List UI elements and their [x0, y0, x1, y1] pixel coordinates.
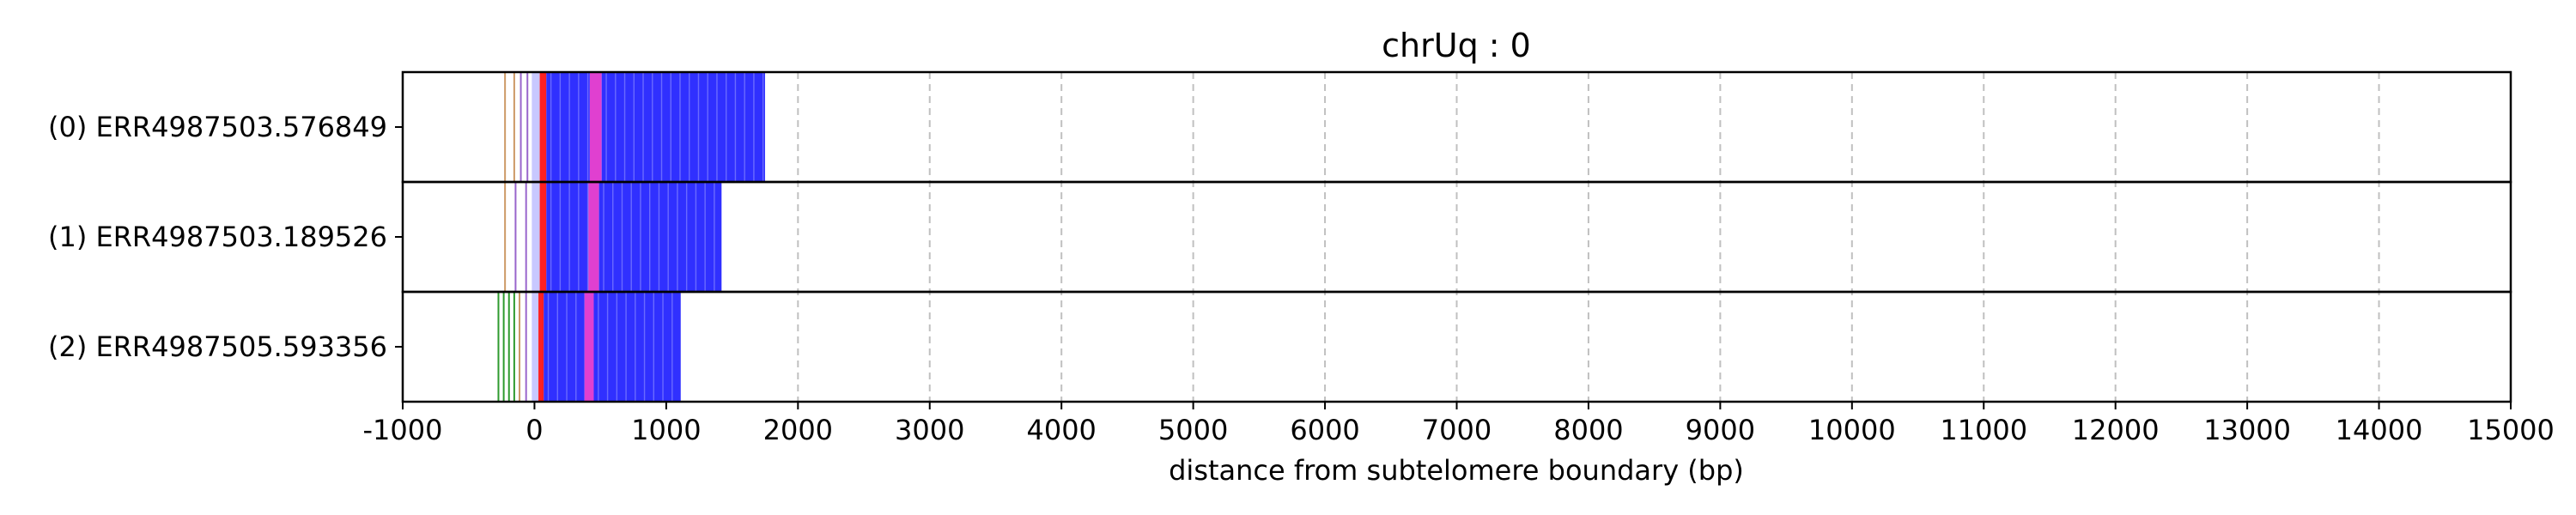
read-segment	[589, 72, 602, 182]
read-segment	[532, 72, 540, 182]
read-segment	[593, 292, 681, 402]
read-segment	[502, 292, 505, 402]
x-tick-label: 12000	[2072, 414, 2160, 446]
bars	[497, 72, 765, 402]
read-segment	[525, 182, 527, 292]
x-tick-label: 9000	[1686, 414, 1755, 446]
read-segment	[546, 72, 590, 182]
read-segment	[601, 72, 765, 182]
x-tick-label: 11000	[1940, 414, 2027, 446]
x-tick-label: 6000	[1290, 414, 1359, 446]
read-segment	[519, 72, 522, 182]
x-tick-label: 8000	[1553, 414, 1623, 446]
x-tick-label: 3000	[895, 414, 964, 446]
read-segment	[539, 72, 547, 182]
grid-lines	[533, 72, 2380, 402]
x-axis-label: distance from subtelomere boundary (bp)	[1169, 454, 1744, 487]
read-segment	[504, 182, 507, 292]
read-segment	[504, 72, 507, 182]
read-segment	[525, 292, 527, 402]
read-segment	[507, 292, 510, 402]
read-segment	[584, 292, 594, 402]
x-tick-label: 14000	[2336, 414, 2423, 446]
read-segment	[526, 72, 529, 182]
read-segment	[497, 292, 500, 402]
read-segment	[598, 182, 722, 292]
x-tick-label: 7000	[1422, 414, 1492, 446]
read-segment	[588, 182, 599, 292]
read-segment	[546, 182, 589, 292]
read-segment	[513, 72, 515, 182]
x-tick-label: 5000	[1158, 414, 1228, 446]
read-segment	[538, 292, 544, 402]
row-labels: (0) ERR4987503.576849 (1) ERR4987503.1895…	[48, 111, 403, 363]
x-tick-label: -1000	[363, 414, 443, 446]
x-tick-label: 4000	[1026, 414, 1096, 446]
chart-title: chrUq : 0	[1382, 27, 1531, 64]
x-tick-label: 2000	[763, 414, 833, 446]
read-segment	[544, 292, 585, 402]
x-tick-label: 0	[526, 414, 543, 446]
read-segment	[514, 182, 517, 292]
row-label: (1) ERR4987503.189526	[48, 221, 387, 253]
row-label: (2) ERR4987505.593356	[48, 330, 387, 363]
x-tick-label: 1000	[631, 414, 701, 446]
x-ticks: -1000 0 1000 2000 3000 4000 5000 6000 7000 8000 90…	[363, 402, 2555, 446]
x-tick-label: 10000	[1808, 414, 1896, 446]
read-segment	[513, 292, 515, 402]
read-segment	[532, 292, 539, 402]
x-tick-label: 13000	[2203, 414, 2291, 446]
read-segment	[519, 292, 521, 402]
read-segment	[539, 182, 547, 292]
read-segment	[532, 182, 540, 292]
row-label: (0) ERR4987503.576849	[48, 111, 387, 143]
x-tick-label: 15000	[2467, 414, 2555, 446]
